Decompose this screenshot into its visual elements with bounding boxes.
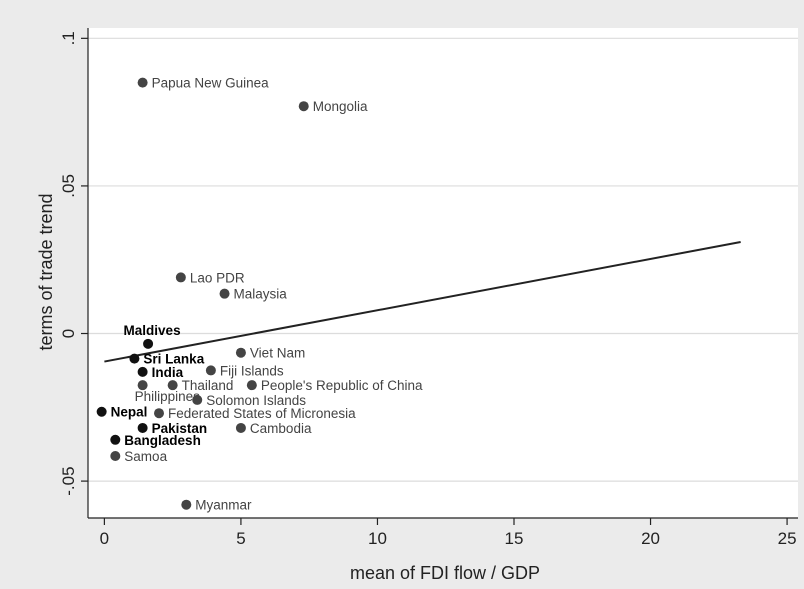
x-tick-label: 0 [100,529,109,548]
point-marker [154,408,164,419]
data-point: Malaysia [219,287,288,302]
point-marker [110,434,121,445]
data-point: Fiji Islands [205,363,284,378]
x-tick-label: 10 [368,529,387,548]
point-marker [246,380,257,391]
point-label: Maldives [124,323,181,338]
data-point: Maldives [124,323,181,349]
data-point: Federated States of Micronesia [154,406,356,421]
data-point: Mongolia [298,99,368,114]
point-marker [137,77,148,88]
point-marker [235,347,246,358]
data-point: Papua New Guinea [137,76,270,91]
y-tick-label: 0 [59,329,78,338]
data-point: Myanmar [181,498,252,513]
data-point: Thailand [167,378,234,393]
point-marker [205,365,216,376]
data-point: Pakistan [137,421,208,436]
point-label: Lao PDR [190,270,245,285]
y-axis-title: terms of trade trend [36,193,56,350]
point-label: Viet Nam [250,346,305,361]
point-label: Malaysia [234,287,288,302]
fit-line-group [104,241,741,363]
y-axis-ticks: -.05 0 .05 .1 [59,31,88,496]
point-label: Bangladesh [124,433,201,448]
x-tick-label: 15 [505,529,524,548]
data-point: Solomon Islands [192,393,306,408]
x-tick-label: 5 [236,529,245,548]
data-points: Papua New Guinea Mongolia Lao PDR Malaysia M… [96,76,423,513]
point-label: Thailand [182,378,234,393]
point-label: Mongolia [313,99,368,114]
point-label: Pakistan [152,421,208,436]
point-marker [181,499,192,510]
point-marker [298,101,309,112]
point-label: Federated States of Micronesia [168,406,356,421]
data-point: Nepal [96,405,148,420]
data-point: Sri Lanka [129,352,205,367]
point-marker [167,380,178,391]
point-label: Sri Lanka [143,352,204,367]
point-label: Myanmar [195,498,252,513]
data-point: Philippines [135,380,201,404]
point-marker [137,366,148,377]
point-marker [96,406,107,417]
point-marker [143,338,154,349]
point-label: Solomon Islands [206,393,306,408]
point-marker [110,451,121,462]
point-marker [219,288,230,299]
fit-line [104,241,741,363]
point-label: Philippines [135,389,201,404]
x-tick-label: 25 [778,529,797,548]
point-marker [129,353,140,364]
data-point: People's Republic of China [246,378,423,393]
x-axis-title: mean of FDI flow / GDP [350,563,540,583]
point-marker [175,272,186,283]
data-point: Viet Nam [235,346,305,361]
point-label: People's Republic of China [261,378,423,393]
data-point: India [137,365,184,380]
plot-area [88,28,798,518]
y-tick-label: .1 [59,31,78,45]
data-point: Bangladesh [110,433,201,448]
point-label: Samoa [124,449,167,464]
point-label: Cambodia [250,421,312,436]
point-label: Papua New Guinea [152,76,270,91]
axes [87,28,798,519]
data-point: Lao PDR [175,270,245,285]
y-tick-label: -.05 [59,466,78,495]
x-axis-ticks: 0 5 10 15 20 25 [100,518,797,548]
point-marker [192,394,203,405]
point-marker [137,380,148,391]
point-marker [137,422,148,433]
gridlines [88,37,798,482]
data-point: Samoa [110,449,168,464]
point-label: India [152,365,184,380]
point-label: Fiji Islands [220,363,284,378]
point-marker [235,422,246,433]
x-tick-label: 20 [641,529,660,548]
y-tick-label: .05 [59,174,78,198]
point-label: Nepal [111,405,148,420]
data-point: Cambodia [235,421,312,436]
